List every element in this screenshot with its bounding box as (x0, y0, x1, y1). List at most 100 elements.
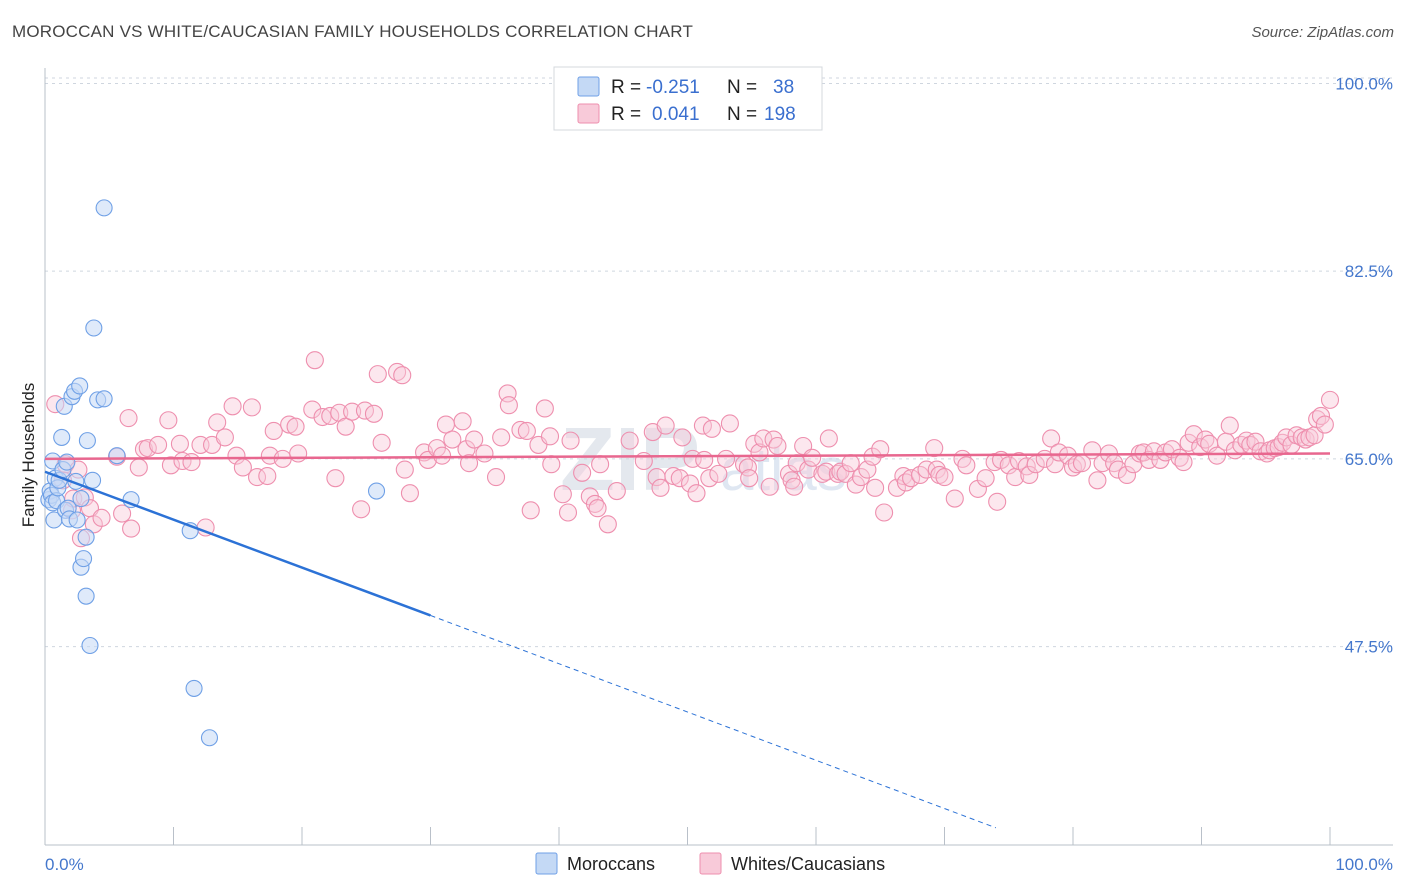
whites-caucasians-point (242, 398, 261, 417)
whites-caucasians-point (372, 433, 391, 452)
watermark-zip: ZIP (560, 410, 700, 510)
moroccans-point (77, 587, 95, 605)
moroccans-point (83, 471, 102, 489)
axes (44, 68, 1393, 846)
whites-caucasians-point (768, 436, 787, 456)
whites-caucasians-point (745, 434, 764, 453)
whites-caucasians-point (264, 421, 283, 441)
whites-caucasians-point (1315, 415, 1334, 434)
legend-r-label-2: R = (611, 104, 641, 125)
whites-caucasians-point (670, 469, 689, 488)
whites-caucasians-point (368, 365, 387, 384)
whites-caucasians-point (486, 468, 506, 487)
moroccans-point (77, 528, 95, 546)
whites-caucasians-point (999, 456, 1018, 475)
moroccans-trend-extension (430, 614, 997, 829)
whites-caucasians-point (433, 446, 452, 465)
whites-caucasians-point (588, 499, 607, 518)
whites-caucasians-point (656, 416, 675, 435)
whites-caucasians-trend-line (44, 452, 1331, 461)
whites-caucasians-point (286, 417, 305, 436)
whites-caucasians-point (1311, 406, 1331, 426)
whites-caucasians-point (760, 477, 779, 496)
whites-caucasians-point (364, 404, 384, 423)
moroccans-point (95, 390, 113, 408)
whites-caucasians-point (129, 458, 148, 477)
legend-swatch-moroccans (577, 76, 600, 97)
moroccans-point (85, 319, 103, 337)
whites-caucasians-point (343, 402, 362, 421)
y-tick-label: 47.5% (1345, 638, 1393, 657)
whites-caucasians-point (607, 481, 626, 501)
legend-swatch-whites (577, 103, 600, 124)
bottom-legend-moroccans: Moroccans (567, 854, 655, 874)
bottom-legend: Moroccans Whites/Caucasians (535, 852, 885, 875)
whites-caucasians-point (634, 451, 653, 471)
whites-caucasians-point (173, 451, 192, 471)
y-tick-label: 65.0% (1345, 450, 1393, 469)
whites-caucasians-point (851, 468, 871, 487)
whites-caucasians-point (700, 469, 719, 488)
legend-n-label-2: N = (727, 104, 757, 125)
whites-caucasians-point (336, 417, 355, 436)
whites-caucasians-point (841, 454, 860, 473)
whites-caucasians-point (1174, 453, 1193, 472)
gridlines (45, 77, 1393, 648)
whites-caucasians-point (138, 439, 157, 458)
whites-caucasians-point (1117, 465, 1137, 485)
legend-r-label-1: R = (611, 77, 641, 98)
whites-caucasians-point (558, 503, 578, 522)
whites-caucasians-point (620, 431, 639, 450)
whites-caucasians-point (92, 508, 111, 527)
whites-caucasians-point (866, 478, 885, 497)
whites-caucasians-point (511, 420, 530, 439)
whites-caucasians-point (828, 464, 847, 483)
whites-caucasians-point (957, 456, 976, 475)
whites-caucasians-point (492, 428, 511, 447)
whites-caucasians-point (819, 429, 838, 448)
y-tick-label: 100.0% (1335, 74, 1393, 93)
whites-caucasians-point (573, 463, 592, 482)
x-tick-label: 0.0% (45, 855, 84, 874)
whites-caucasians-point (887, 478, 907, 497)
whites-caucasians-point (208, 413, 227, 432)
whites-caucasians-point (863, 447, 882, 466)
whites-caucasians-point (1246, 432, 1265, 451)
whites-caucasians-point (313, 407, 332, 427)
legend-r-value-2: 0.041 (652, 104, 700, 125)
whites-caucasians-point (170, 434, 189, 453)
whites-caucasians-point (598, 515, 617, 534)
moroccans-point (81, 636, 99, 655)
whites-caucasians-point (393, 366, 412, 385)
whites-caucasians-point (740, 469, 759, 488)
bottom-legend-swatch-whites (699, 852, 722, 875)
whites-caucasians-point (395, 460, 414, 479)
whites-caucasians-point (716, 449, 736, 468)
whites-caucasians-points (46, 351, 1340, 548)
y-tick-labels: 47.5% 65.0% 82.5% 100.0% (1335, 74, 1393, 656)
whites-caucasians-point (542, 455, 561, 474)
whites-caucasians-point (119, 409, 138, 428)
chart-title: MOROCCAN VS WHITE/CAUCASIAN FAMILY HOUSE… (12, 22, 694, 41)
whites-caucasians-point (1042, 429, 1061, 448)
whites-caucasians-point (687, 484, 706, 503)
whites-caucasians-point (803, 448, 822, 467)
whites-caucasians-point (388, 362, 407, 382)
whites-caucasians-point (988, 492, 1007, 511)
whites-caucasians-point (223, 397, 242, 416)
whites-caucasians-point (925, 439, 944, 458)
whites-caucasians-point (695, 450, 714, 469)
whites-caucasians-point (535, 399, 554, 418)
moroccans-point (68, 511, 86, 529)
trend-lines (44, 452, 1331, 829)
whites-caucasians-point (702, 419, 721, 438)
legend-n-value-1: 38 (773, 77, 794, 98)
whites-caucasians-point (871, 440, 890, 459)
whites-caucasians-point (517, 421, 536, 441)
legend-r-value-1: -0.251 (646, 77, 700, 98)
whites-caucasians-point (258, 466, 277, 486)
whites-caucasians-point (122, 519, 141, 538)
watermark-atlas: atlas (720, 436, 847, 503)
whites-caucasians-point (875, 503, 894, 522)
whites-caucasians-point (540, 427, 560, 446)
